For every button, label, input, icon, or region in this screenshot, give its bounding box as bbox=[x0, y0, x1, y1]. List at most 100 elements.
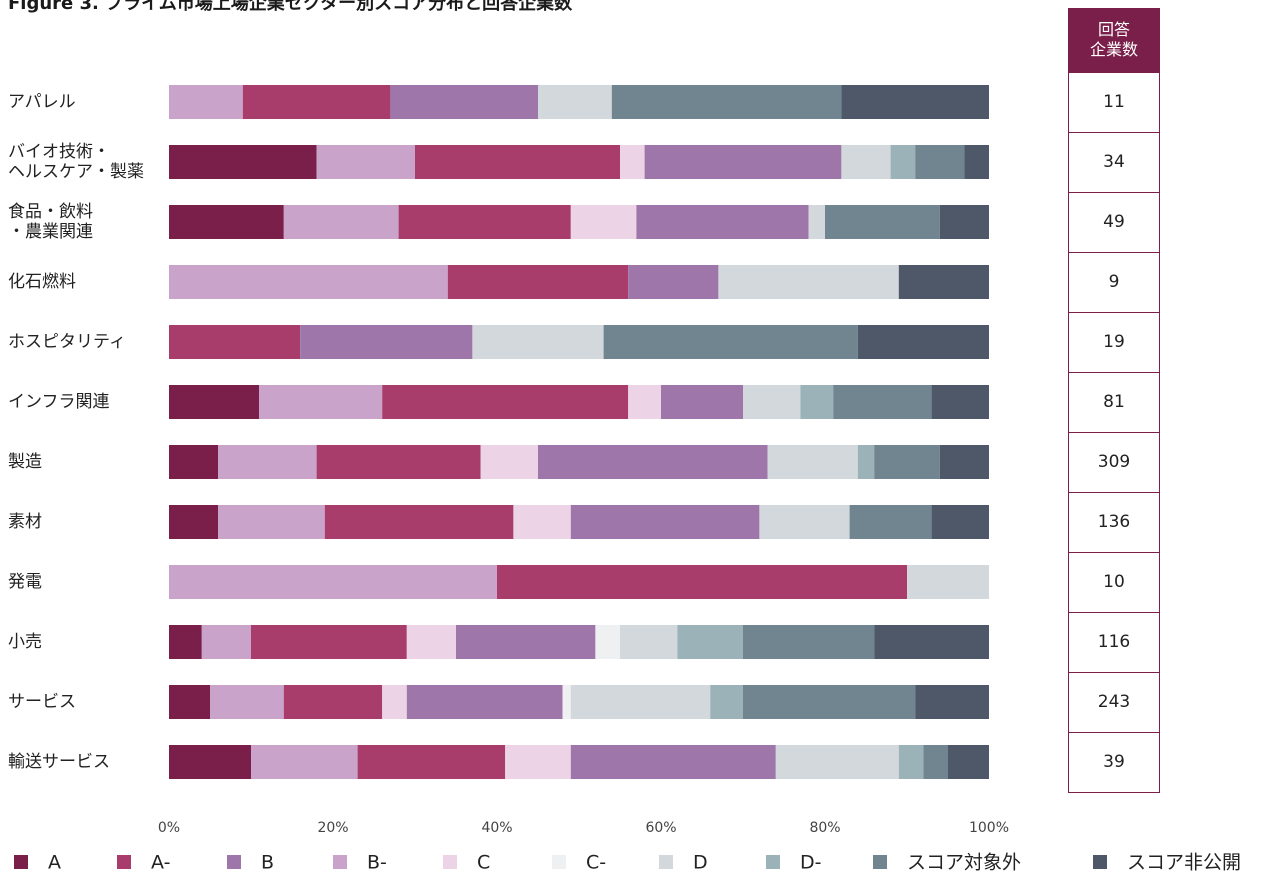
bar-segment bbox=[218, 445, 317, 479]
table-value: 243 bbox=[1098, 692, 1130, 712]
bar-segment bbox=[324, 505, 514, 539]
bar-segment bbox=[210, 685, 284, 719]
legend-swatch bbox=[659, 855, 673, 869]
legend-label: C- bbox=[586, 852, 606, 874]
bar-segment bbox=[874, 445, 940, 479]
bar-segment bbox=[595, 625, 620, 659]
bar-segment bbox=[398, 205, 571, 239]
bar-segment bbox=[169, 145, 317, 179]
bar-segment bbox=[169, 745, 251, 779]
bar-segment bbox=[808, 205, 825, 239]
bar-segment bbox=[915, 685, 989, 719]
table-cell bbox=[1068, 192, 1160, 253]
bar-segment bbox=[251, 625, 407, 659]
bar-segment bbox=[406, 625, 456, 659]
bar-segment bbox=[743, 625, 875, 659]
bar-segment bbox=[169, 325, 301, 359]
legend-label: B bbox=[261, 852, 274, 874]
bar-segment bbox=[767, 445, 858, 479]
bar-segment bbox=[636, 205, 809, 239]
legend-swatch bbox=[1093, 855, 1107, 869]
bar-segment bbox=[931, 385, 989, 419]
x-tick-label: 100% bbox=[969, 820, 1009, 836]
legend-swatch bbox=[117, 855, 131, 869]
legend-swatch bbox=[227, 855, 241, 869]
table-cell bbox=[1068, 72, 1160, 133]
bar-segment bbox=[964, 145, 989, 179]
bar-segment bbox=[300, 325, 473, 359]
bar-segment bbox=[570, 505, 760, 539]
bar-segment bbox=[661, 385, 743, 419]
bar-segment bbox=[743, 685, 916, 719]
bar-segment bbox=[283, 685, 383, 719]
table-value: 9 bbox=[1109, 272, 1120, 292]
bar-segment bbox=[570, 685, 711, 719]
x-tick-label: 0% bbox=[158, 820, 180, 836]
bar-segment bbox=[628, 385, 661, 419]
bar-segment bbox=[718, 265, 899, 299]
bar-segment bbox=[948, 745, 989, 779]
y-tick-label: ホスピタリティ bbox=[8, 332, 126, 352]
bar-segment bbox=[357, 745, 506, 779]
bar-segment bbox=[898, 745, 924, 779]
bar-segment bbox=[907, 565, 989, 599]
table-header: 回答 企業数 bbox=[1089, 20, 1138, 59]
bar-segment bbox=[710, 685, 743, 719]
bar-segment bbox=[931, 505, 989, 539]
bar-segment bbox=[841, 145, 891, 179]
bar-segment bbox=[505, 745, 571, 779]
table-value: 34 bbox=[1103, 152, 1125, 172]
bar-segment bbox=[570, 745, 776, 779]
bar-segment bbox=[316, 145, 415, 179]
bar-segment bbox=[570, 205, 637, 239]
bar-segment bbox=[677, 625, 743, 659]
bar-segment bbox=[915, 145, 965, 179]
bar-segment bbox=[480, 445, 538, 479]
bar-segment bbox=[169, 625, 202, 659]
table-value: 11 bbox=[1103, 92, 1125, 112]
bar-segment bbox=[406, 685, 563, 719]
bar-segment bbox=[169, 205, 284, 239]
table-cell bbox=[1068, 132, 1160, 193]
bar-segment bbox=[775, 745, 899, 779]
legend-label: A- bbox=[151, 852, 170, 874]
legend-label: B- bbox=[367, 852, 387, 874]
bar-segment bbox=[382, 385, 629, 419]
bar-segment bbox=[800, 385, 834, 419]
y-tick-label: インフラ関連 bbox=[8, 392, 110, 412]
bar-segment bbox=[562, 685, 571, 719]
bar-segment bbox=[628, 265, 719, 299]
bar-segment bbox=[923, 745, 948, 779]
table-value: 116 bbox=[1098, 632, 1130, 652]
bar-segment bbox=[390, 85, 538, 119]
y-tick-label: 製造 bbox=[8, 452, 42, 472]
table-value: 136 bbox=[1098, 512, 1130, 532]
y-tick-label: 輸送サービス bbox=[8, 752, 110, 772]
bar-segment bbox=[939, 445, 989, 479]
bar-segment bbox=[316, 445, 481, 479]
bar-segment bbox=[513, 505, 571, 539]
bar-segment bbox=[497, 565, 907, 599]
bar-segment bbox=[251, 745, 358, 779]
bar-segment bbox=[939, 205, 989, 239]
bar-segment bbox=[242, 85, 391, 119]
bar-segment bbox=[644, 145, 842, 179]
bar-segment bbox=[169, 265, 448, 299]
y-tick-label: アパレル bbox=[8, 92, 76, 112]
bar-segment bbox=[218, 505, 325, 539]
table-cell bbox=[1068, 732, 1160, 793]
bar-segment bbox=[833, 385, 932, 419]
y-tick-label: バイオ技術・ ヘルスケア・製薬 bbox=[8, 142, 144, 182]
x-tick-label: 60% bbox=[645, 820, 676, 836]
x-tick-label: 80% bbox=[809, 820, 840, 836]
y-tick-label: サービス bbox=[8, 692, 76, 712]
table-value: 39 bbox=[1103, 752, 1125, 772]
table-value: 49 bbox=[1103, 212, 1125, 232]
bar-segment bbox=[169, 685, 210, 719]
bar-segment bbox=[283, 205, 399, 239]
bar-segment bbox=[743, 385, 801, 419]
bar-segment bbox=[201, 625, 251, 659]
bar-segment bbox=[169, 85, 243, 119]
legend-swatch bbox=[443, 855, 457, 869]
